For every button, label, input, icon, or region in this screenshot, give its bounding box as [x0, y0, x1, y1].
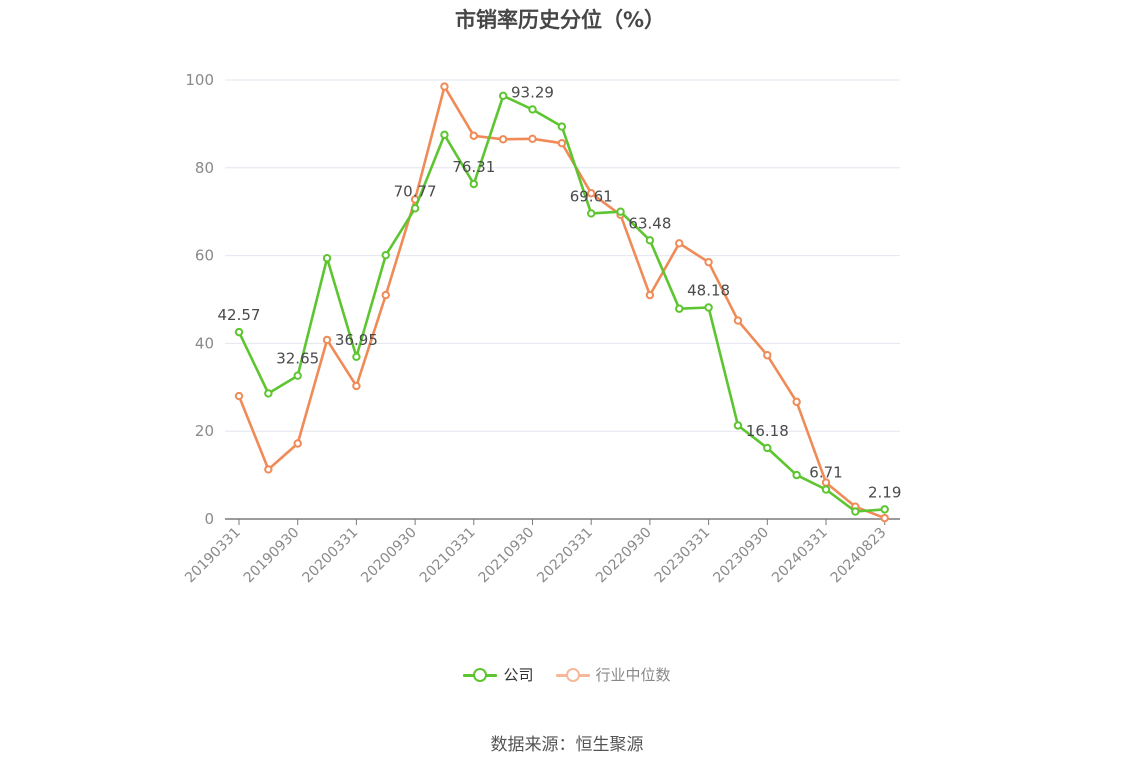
data-point — [440, 130, 449, 140]
x-tick-label: 20210331 — [417, 525, 479, 587]
legend-label: 行业中位数 — [595, 666, 671, 684]
x-tick-label: 20200331 — [300, 525, 362, 587]
data-point — [469, 131, 478, 140]
data-label: 32.65 — [276, 350, 319, 368]
data-label: 16.18 — [746, 422, 789, 440]
data-label: 69.61 — [570, 187, 613, 205]
y-tick-label: 40 — [195, 334, 214, 352]
y-tick-label: 60 — [195, 247, 214, 265]
legend-swatch — [555, 667, 590, 683]
x-tick-label: 20240823 — [828, 525, 890, 587]
source-note: 数据来源：恒生聚源 — [490, 735, 644, 755]
x-tick-label: 20230930 — [710, 525, 772, 587]
series-layer — [234, 82, 889, 523]
data-point — [440, 82, 449, 91]
x-tick-label: 20200930 — [358, 525, 420, 587]
data-point — [587, 209, 596, 218]
data-point — [498, 91, 508, 101]
data-label: 2.19 — [868, 483, 901, 501]
data-point — [381, 250, 390, 260]
data-point — [645, 290, 655, 300]
data-point — [557, 122, 567, 131]
x-tick-label: 20210930 — [476, 525, 538, 587]
data-label: 48.18 — [687, 281, 730, 299]
data-point — [264, 389, 273, 398]
data-point — [587, 189, 596, 198]
data-point — [704, 257, 713, 267]
data-point — [763, 443, 772, 453]
data-label: 70.77 — [394, 182, 437, 200]
x-tick-label: 20240331 — [769, 525, 831, 587]
data-point — [704, 303, 713, 312]
x-tick-label: 20220930 — [593, 525, 655, 587]
data-point — [880, 505, 889, 514]
data-point — [293, 439, 302, 448]
y-tick-label: 100 — [185, 71, 214, 89]
y-tick-label: 80 — [195, 159, 214, 177]
data-point — [675, 304, 684, 313]
data-point — [792, 397, 801, 406]
data-point — [234, 327, 244, 337]
data-point — [557, 139, 567, 148]
data-label: 6.71 — [809, 464, 842, 482]
legend: 公司 行业中位数 — [0, 664, 1134, 685]
legend-item[interactable]: 行业中位数 — [555, 664, 671, 685]
data-point — [645, 236, 655, 245]
data-point — [880, 513, 889, 523]
data-point — [498, 135, 508, 144]
x-tick-label: 20230331 — [652, 525, 714, 587]
legend-label: 公司 — [503, 666, 534, 684]
data-label: 36.95 — [335, 331, 378, 349]
grid-lines — [225, 79, 900, 432]
legend-item[interactable]: 公司 — [463, 664, 534, 685]
data-point — [293, 371, 302, 380]
data-point — [410, 204, 420, 213]
data-point — [322, 254, 332, 263]
data-point — [381, 290, 390, 300]
x-tick-label: 20220331 — [534, 525, 596, 587]
chart-title: 市销率历史分位（%） — [454, 8, 666, 32]
data-point — [528, 134, 537, 144]
data-point — [675, 239, 684, 248]
data-point — [763, 351, 772, 360]
data-label: 63.48 — [628, 214, 671, 232]
data-point — [264, 465, 273, 474]
x-tick-label: 20190930 — [241, 525, 303, 587]
data-point — [352, 352, 361, 361]
data-point — [469, 179, 478, 189]
data-point — [234, 391, 244, 401]
data-point — [792, 470, 801, 480]
axes: 0 20 40 60 80 100 2019033120190930202003312020… — [182, 71, 900, 586]
data-point — [733, 316, 743, 325]
series-line — [237, 94, 885, 513]
legend-swatch — [463, 667, 498, 683]
series-line — [237, 85, 886, 520]
data-label: 76.31 — [452, 158, 495, 176]
data-point — [322, 335, 332, 345]
data-labels: 42.57 32.65 36.95 70.77 76.31 93.29 69.61 63.48… — [218, 83, 902, 501]
x-tick-label: 20190331 — [182, 525, 244, 587]
data-point — [616, 207, 625, 216]
data-label: 42.57 — [218, 306, 261, 324]
y-tick-label: 20 — [195, 422, 214, 440]
data-point — [821, 485, 831, 494]
y-tick-label: 0 — [204, 510, 214, 528]
data-point — [851, 507, 860, 516]
data-point — [352, 381, 361, 391]
data-label: 93.29 — [511, 83, 554, 101]
data-point — [528, 105, 537, 114]
data-point — [733, 421, 743, 430]
